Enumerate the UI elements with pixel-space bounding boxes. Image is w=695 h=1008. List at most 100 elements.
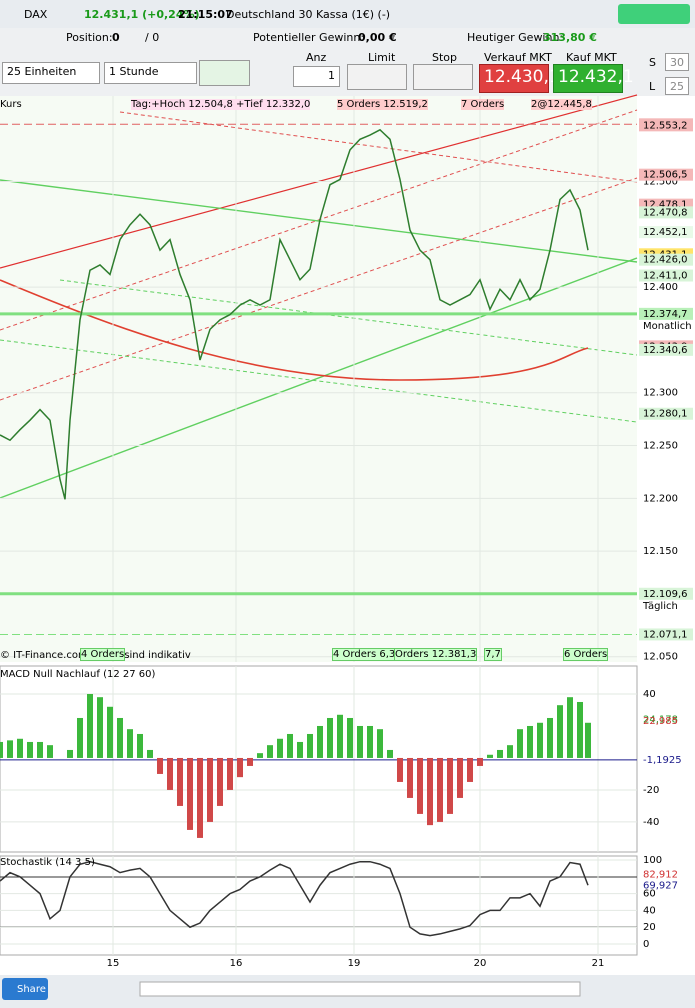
y-tick-label: 12.250 <box>643 441 678 452</box>
histogram-bar <box>337 714 343 758</box>
units-select[interactable]: 25 Einheiten <box>2 62 100 84</box>
position: 0 <box>112 31 120 44</box>
plot-bg <box>0 96 637 662</box>
histogram-bar <box>557 705 563 758</box>
price-tag-label: 12.071,1 <box>643 629 688 640</box>
histogram-bar <box>87 693 93 758</box>
limit-button[interactable] <box>347 64 407 90</box>
stop-button[interactable] <box>413 64 473 90</box>
y-tick-label: 12.500 <box>643 177 678 188</box>
y-tick-label: 12.150 <box>643 546 678 557</box>
value-tag: 22,985 <box>643 716 678 727</box>
orders: 6 Orders <box>563 648 609 661</box>
price-tag <box>639 226 693 239</box>
sell-label: Verkauf MKT <box>484 51 552 64</box>
scrollbar[interactable] <box>139 981 581 997</box>
price-tag <box>639 206 693 219</box>
histogram-bar <box>297 741 303 758</box>
value-tag: 24,178 <box>643 714 678 725</box>
share-label[interactable]: Share <box>17 984 46 995</box>
symbol: DAX <box>24 8 48 21</box>
anz-label: Anz <box>306 51 327 64</box>
histogram-bar <box>47 745 53 758</box>
anz-input[interactable]: 1 <box>293 66 340 87</box>
instrument: Deutschland 30 Kassa (1€) (-) <box>226 8 391 21</box>
price-tag <box>639 119 693 132</box>
histogram-bar <box>407 757 413 798</box>
price-tag <box>639 269 693 282</box>
histogram-bar <box>437 757 443 822</box>
histogram-bar <box>137 733 143 758</box>
orders: 7 Orders <box>461 99 505 110</box>
orders: Orders 12.381,3 <box>394 648 478 661</box>
histogram-bar <box>247 757 253 766</box>
orders: 5 Orders 12.519,2 <box>337 99 428 110</box>
histogram-bar <box>167 757 173 790</box>
l-input[interactable]: 25 <box>665 77 689 95</box>
histogram-bar <box>177 757 183 806</box>
y-tick-label: 12.300 <box>643 388 678 399</box>
price-tag-label: 12.109,6 <box>643 589 688 600</box>
window-button[interactable] <box>618 4 690 24</box>
histogram-bar <box>7 740 13 758</box>
histogram-bar <box>157 757 163 774</box>
histogram-bar <box>517 729 523 758</box>
orders: 4 Orders 6,3 <box>332 648 397 661</box>
price-tag-label: 12.411,0 <box>643 271 688 282</box>
x-tick-label: 15 <box>107 958 120 969</box>
macd-title: MACD Null Nachlauf (12 27 60) <box>0 669 156 680</box>
x-tick-label: 16 <box>230 958 243 969</box>
orders: 2@12.445,8 <box>531 99 592 110</box>
histogram-bar <box>497 749 503 758</box>
histogram-bar <box>377 729 383 758</box>
y-tick-label: 12.200 <box>643 493 678 504</box>
buy-button[interactable]: 12.432,1 <box>553 64 634 93</box>
y-tick-label: 40 <box>643 689 656 700</box>
histogram-bar <box>367 725 373 758</box>
histogram-bar <box>467 757 473 782</box>
sell-button[interactable]: 12.430,1 <box>479 64 560 93</box>
y-tick-label: 100 <box>643 855 662 866</box>
share-button[interactable] <box>2 978 48 1000</box>
day-range: Tag:+Hoch 12.504,8 +Tief 12.332,0 <box>131 99 311 110</box>
orders: 4 Orders <box>80 648 126 661</box>
histogram-bar <box>547 717 553 758</box>
price-tag <box>639 307 693 320</box>
price-tag-label: 12.506,5 <box>643 170 688 181</box>
histogram-bar <box>357 725 363 758</box>
histogram-bar <box>347 717 353 758</box>
histogram-bar <box>527 725 533 758</box>
value-tag: 82,912 <box>643 869 678 880</box>
histogram-bar <box>447 757 453 814</box>
histogram-bar <box>257 753 263 758</box>
y-tick-label: 60 <box>643 889 656 900</box>
histogram-bar <box>267 745 273 758</box>
stoch-title: Stochastik (14 3 5) <box>0 857 95 868</box>
y-tick-label: 20 <box>643 922 656 933</box>
histogram-bar <box>507 745 513 758</box>
price-tag <box>639 407 693 420</box>
y-tick-label: 12.050 <box>643 652 678 663</box>
histogram-bar <box>127 729 133 758</box>
price-tag-label: 12.553,2 <box>643 120 688 131</box>
histogram-bar <box>147 749 153 758</box>
x-tick-label: 20 <box>474 958 487 969</box>
histogram-bar <box>237 757 243 778</box>
histogram-bar <box>37 741 43 758</box>
price-tag-label: 12.426,0 <box>643 255 688 266</box>
price-tag-label: 12.452,1 <box>643 227 688 238</box>
chart-type[interactable] <box>199 60 250 86</box>
price-tag-label: 12.374,7 <box>643 309 688 320</box>
interval-select[interactable]: 1 Stunde <box>104 62 197 84</box>
price-tag-label: 12.280,1 <box>643 409 688 420</box>
today: 313,80 € <box>543 31 597 44</box>
histogram-bar <box>277 738 283 758</box>
histogram-bar <box>487 754 493 758</box>
x-tick-label: 21 <box>592 958 605 969</box>
histogram-bar <box>77 717 83 758</box>
histogram-bar <box>287 733 293 758</box>
histogram-bar <box>457 757 463 798</box>
s-input[interactable]: 30 <box>665 53 689 71</box>
histogram-bar <box>567 697 573 758</box>
y-tick-label: -20 <box>643 785 659 796</box>
